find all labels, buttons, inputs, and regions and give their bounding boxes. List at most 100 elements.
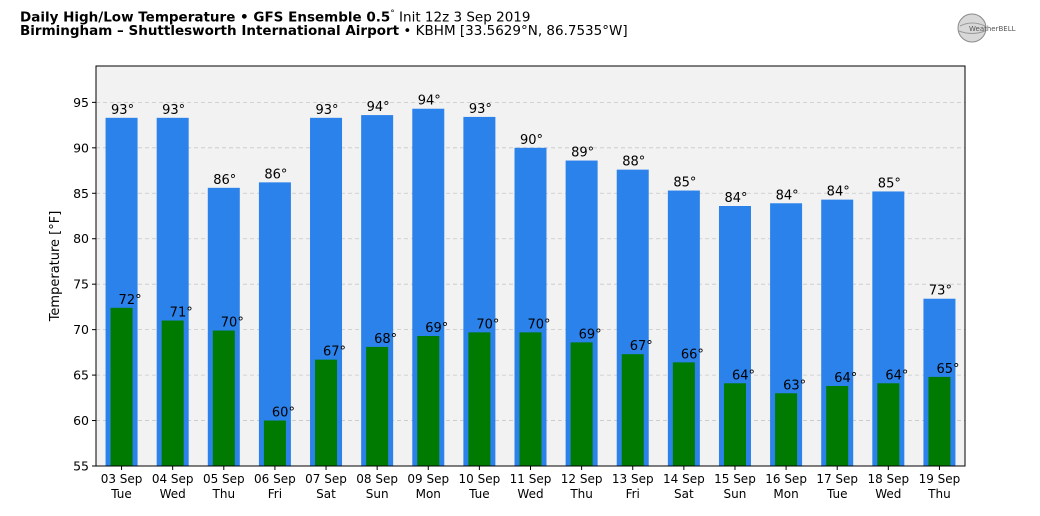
bar-high xyxy=(258,182,291,466)
bar-low xyxy=(723,383,746,466)
y-tick-label: 85 xyxy=(73,186,89,201)
bar-low-label: 69° xyxy=(579,327,602,342)
location-coordinates: • KBHM [33.5629°N, 86.7535°W] xyxy=(399,23,628,39)
x-tick-date: 13 Sep xyxy=(612,472,654,486)
y-tick-label: 90 xyxy=(73,140,89,155)
x-tick-weekday: Tue xyxy=(110,487,132,501)
x-tick-weekday: Tue xyxy=(826,487,848,501)
x-tick-weekday: Sat xyxy=(316,487,336,501)
y-axis: 55 60 65 70 75 80 85 90 95 xyxy=(73,95,96,474)
bars: 93° 72° 93° 71° 86° 70° 86° 60° 93° 67° 94° 68° 94° 6… xyxy=(105,94,959,467)
x-tick-weekday: Wed xyxy=(160,487,186,501)
bar-low-label: 64° xyxy=(732,368,755,383)
x-tick-weekday: Sun xyxy=(366,487,389,501)
bar-low xyxy=(366,346,389,466)
y-tick-label: 80 xyxy=(73,231,89,246)
bar-low xyxy=(468,332,491,466)
x-tick-date: 10 Sep xyxy=(459,472,501,486)
bar-low-label: 66° xyxy=(681,347,704,362)
y-tick-label: 55 xyxy=(73,459,89,474)
y-tick-label: 65 xyxy=(73,368,89,383)
bar-low xyxy=(775,393,798,466)
location-name: Birmingham – Shuttlesworth International… xyxy=(20,23,400,39)
bar-low-label: 68° xyxy=(374,332,397,347)
x-tick-date: 17 Sep xyxy=(816,472,858,486)
bar-low xyxy=(315,359,338,466)
y-tick-label: 75 xyxy=(73,277,89,292)
bar-low-label: 65° xyxy=(936,362,959,377)
bar-low xyxy=(161,320,184,466)
x-tick-weekday: Sat xyxy=(674,487,694,501)
x-tick-date: 03 Sep xyxy=(101,472,143,486)
title-degree: ° xyxy=(390,9,395,19)
x-tick-date: 15 Sep xyxy=(714,472,756,486)
x-tick-date: 05 Sep xyxy=(203,472,245,486)
bar-low-label: 70° xyxy=(528,317,551,332)
bar-low-label: 64° xyxy=(885,368,908,383)
x-tick-weekday: Thu xyxy=(569,487,593,501)
bar-low-label: 64° xyxy=(834,371,857,386)
bar-high-label: 93° xyxy=(469,102,492,117)
bar-high-label: 93° xyxy=(316,103,339,118)
bar-low xyxy=(826,386,849,466)
y-tick-label: 70 xyxy=(73,322,89,337)
x-tick-date: 12 Sep xyxy=(561,472,603,486)
bar-high-label: 88° xyxy=(622,155,645,170)
bar-low xyxy=(519,332,542,466)
y-axis-label: Temperature [°F] xyxy=(48,211,63,323)
x-tick-weekday: Fri xyxy=(268,487,282,501)
x-tick-weekday: Sun xyxy=(724,487,747,501)
bar-low-label: 63° xyxy=(783,378,806,393)
bar-high-label: 94° xyxy=(418,94,441,109)
x-tick-date: 11 Sep xyxy=(510,472,552,486)
bar-low-label: 60° xyxy=(272,406,295,421)
chart-subtitle: Birmingham – Shuttlesworth International… xyxy=(20,23,628,39)
bar-low-label: 69° xyxy=(425,321,448,336)
x-tick-date: 07 Sep xyxy=(305,472,347,486)
x-tick-weekday: Wed xyxy=(517,487,543,501)
logo-text: WeatherBELL xyxy=(969,25,1016,33)
bar-high-label: 93° xyxy=(162,103,185,118)
bar-low xyxy=(621,354,644,466)
x-tick-weekday: Thu xyxy=(212,487,236,501)
bar-low xyxy=(110,307,133,466)
bar-low-label: 67° xyxy=(323,345,346,360)
bar-low xyxy=(417,336,440,466)
bar-high-label: 86° xyxy=(213,173,236,188)
bar-low xyxy=(570,342,593,466)
y-tick-label: 60 xyxy=(73,413,89,428)
bar-high-label: 85° xyxy=(673,176,696,191)
x-tick-weekday: Mon xyxy=(416,487,441,501)
x-tick-date: 04 Sep xyxy=(152,472,194,486)
title-main: Daily High/Low Temperature • GFS Ensembl… xyxy=(20,9,391,26)
bar-high-label: 86° xyxy=(264,167,287,182)
bar-low-label: 67° xyxy=(630,339,653,354)
bar-high-label: 84° xyxy=(827,185,850,200)
chart-title: Daily High/Low Temperature • GFS Ensembl… xyxy=(20,9,530,26)
bar-low-label: 70° xyxy=(476,317,499,332)
x-tick-weekday: Fri xyxy=(626,487,640,501)
y-tick-label: 95 xyxy=(73,95,89,110)
bar-high-label: 84° xyxy=(724,191,747,206)
bar-high-label: 84° xyxy=(776,188,799,203)
x-tick-date: 06 Sep xyxy=(254,472,296,486)
plot-frame xyxy=(95,65,966,467)
bar-high-label: 94° xyxy=(367,100,390,115)
x-tick-date: 18 Sep xyxy=(867,472,909,486)
bar-high-label: 89° xyxy=(571,146,594,161)
x-tick-weekday: Tue xyxy=(468,487,490,501)
x-tick-date: 09 Sep xyxy=(407,472,449,486)
bar-high-label: 93° xyxy=(111,103,134,118)
x-tick-date: 19 Sep xyxy=(919,472,961,486)
weatherbell-globe-icon: WeatherBELL xyxy=(957,13,1016,43)
x-tick-date: 16 Sep xyxy=(765,472,807,486)
x-tick-weekday: Thu xyxy=(927,487,951,501)
title-init: Init 12z 3 Sep 2019 xyxy=(394,9,531,26)
bar-low xyxy=(877,383,900,466)
bar-low-label: 70° xyxy=(221,316,244,331)
bar-high-label: 73° xyxy=(929,284,952,299)
bar-low-label: 72° xyxy=(119,293,142,308)
bar-low xyxy=(263,420,286,466)
